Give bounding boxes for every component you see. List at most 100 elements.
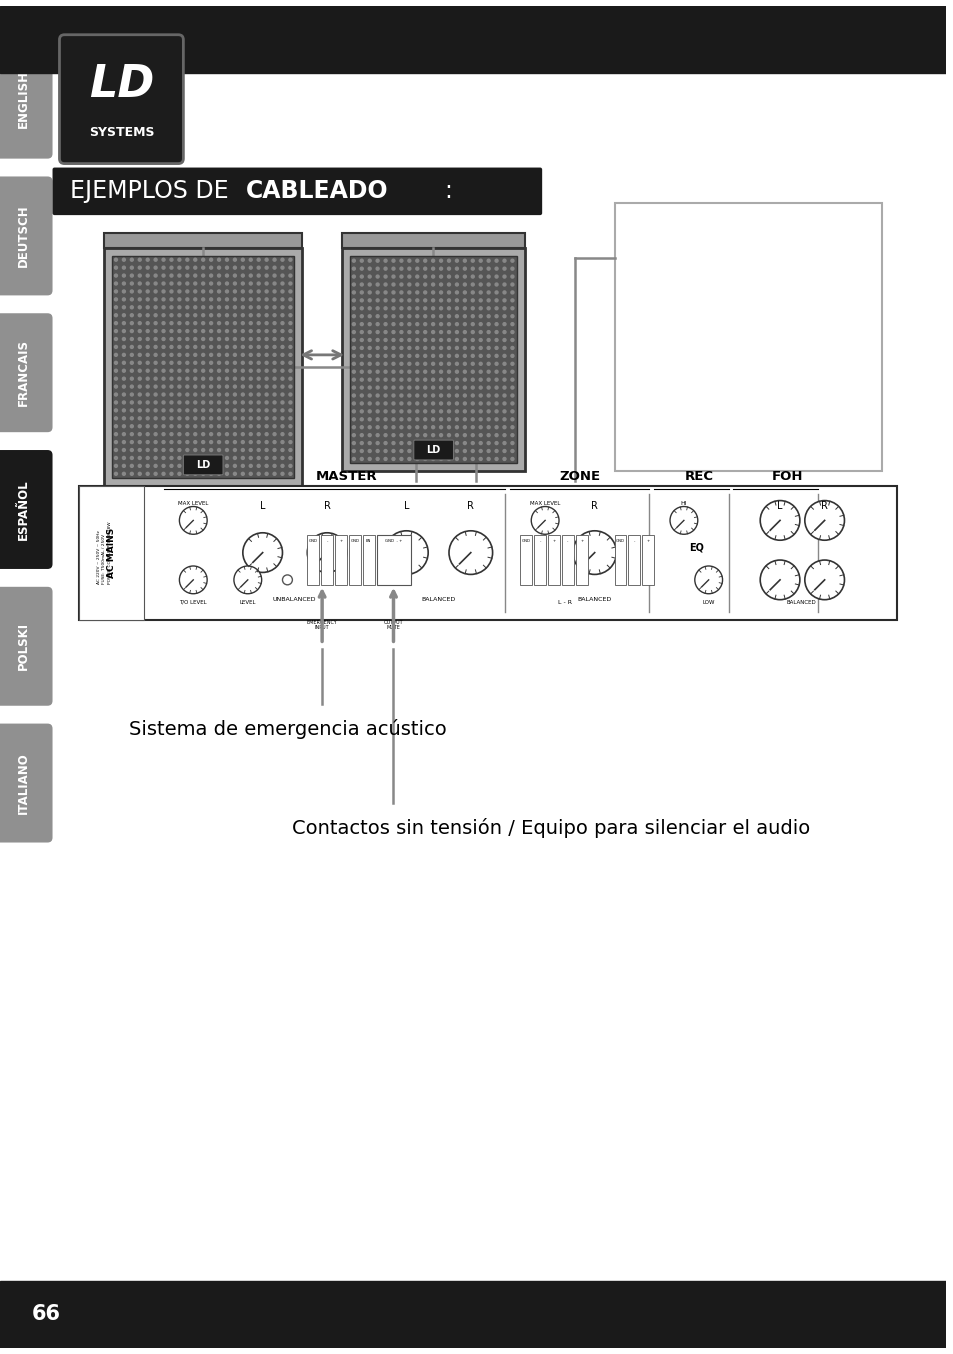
- Circle shape: [416, 355, 418, 357]
- Circle shape: [416, 425, 418, 429]
- Circle shape: [495, 275, 497, 278]
- Circle shape: [281, 433, 284, 436]
- Circle shape: [257, 353, 260, 356]
- Circle shape: [289, 329, 292, 333]
- Circle shape: [487, 259, 490, 263]
- Circle shape: [368, 291, 371, 294]
- Circle shape: [463, 275, 466, 278]
- Circle shape: [439, 283, 442, 286]
- Circle shape: [360, 425, 363, 429]
- Circle shape: [392, 355, 395, 357]
- Circle shape: [122, 290, 125, 292]
- Circle shape: [495, 355, 497, 357]
- Circle shape: [170, 259, 172, 261]
- Circle shape: [225, 337, 228, 340]
- Circle shape: [210, 393, 213, 395]
- Circle shape: [408, 370, 411, 374]
- Circle shape: [375, 402, 378, 405]
- FancyBboxPatch shape: [414, 440, 453, 460]
- Circle shape: [368, 259, 371, 263]
- Circle shape: [360, 275, 363, 278]
- Circle shape: [804, 501, 843, 540]
- Circle shape: [162, 433, 165, 436]
- Circle shape: [289, 282, 292, 284]
- Circle shape: [471, 275, 474, 278]
- Text: MAX LEVEL: MAX LEVEL: [530, 501, 559, 505]
- Circle shape: [201, 378, 205, 380]
- Circle shape: [241, 345, 244, 348]
- Circle shape: [431, 291, 435, 294]
- Circle shape: [281, 282, 284, 284]
- Circle shape: [471, 433, 474, 436]
- Circle shape: [162, 290, 165, 292]
- Circle shape: [257, 393, 260, 395]
- Circle shape: [114, 473, 117, 475]
- Circle shape: [360, 322, 363, 325]
- Circle shape: [210, 456, 213, 459]
- Text: EQ: EQ: [689, 543, 703, 552]
- Circle shape: [439, 394, 442, 397]
- Circle shape: [360, 291, 363, 294]
- Circle shape: [289, 267, 292, 269]
- Text: +: +: [579, 539, 583, 543]
- Circle shape: [233, 282, 236, 284]
- Circle shape: [502, 458, 505, 460]
- Circle shape: [257, 298, 260, 301]
- Circle shape: [423, 299, 426, 302]
- Circle shape: [241, 433, 244, 436]
- Circle shape: [217, 448, 220, 451]
- Circle shape: [249, 345, 252, 348]
- Circle shape: [352, 347, 355, 349]
- Circle shape: [416, 433, 418, 436]
- Circle shape: [225, 456, 228, 459]
- Text: +: +: [339, 539, 342, 543]
- Circle shape: [241, 353, 244, 356]
- Circle shape: [201, 473, 205, 475]
- Circle shape: [177, 370, 181, 372]
- Circle shape: [273, 337, 275, 340]
- Circle shape: [257, 425, 260, 428]
- Circle shape: [352, 355, 355, 357]
- Circle shape: [511, 402, 514, 405]
- Circle shape: [131, 440, 133, 444]
- Circle shape: [408, 299, 411, 302]
- Circle shape: [511, 347, 514, 349]
- Circle shape: [170, 337, 172, 340]
- Circle shape: [431, 275, 435, 278]
- Circle shape: [416, 275, 418, 278]
- Circle shape: [273, 385, 275, 389]
- Circle shape: [439, 458, 442, 460]
- Circle shape: [471, 418, 474, 421]
- Circle shape: [170, 298, 172, 301]
- Circle shape: [360, 355, 363, 357]
- Bar: [641, 535, 654, 585]
- Circle shape: [122, 259, 125, 261]
- Circle shape: [210, 314, 213, 317]
- Circle shape: [138, 353, 141, 356]
- Circle shape: [154, 362, 157, 364]
- Circle shape: [392, 283, 395, 286]
- Circle shape: [210, 433, 213, 436]
- Circle shape: [431, 394, 435, 397]
- Circle shape: [265, 425, 268, 428]
- Circle shape: [375, 275, 378, 278]
- Circle shape: [281, 314, 284, 317]
- Circle shape: [463, 394, 466, 397]
- Circle shape: [455, 363, 458, 366]
- Circle shape: [375, 370, 378, 374]
- Circle shape: [471, 338, 474, 341]
- Circle shape: [281, 456, 284, 459]
- Circle shape: [289, 401, 292, 403]
- Circle shape: [408, 275, 411, 278]
- Circle shape: [423, 425, 426, 429]
- Circle shape: [352, 410, 355, 413]
- Circle shape: [384, 363, 387, 366]
- Circle shape: [249, 378, 252, 380]
- Circle shape: [225, 433, 228, 436]
- Text: DEUTSCH: DEUTSCH: [17, 204, 30, 267]
- Circle shape: [455, 275, 458, 278]
- Circle shape: [502, 363, 505, 366]
- Circle shape: [368, 425, 371, 429]
- Circle shape: [281, 425, 284, 428]
- Circle shape: [447, 259, 450, 263]
